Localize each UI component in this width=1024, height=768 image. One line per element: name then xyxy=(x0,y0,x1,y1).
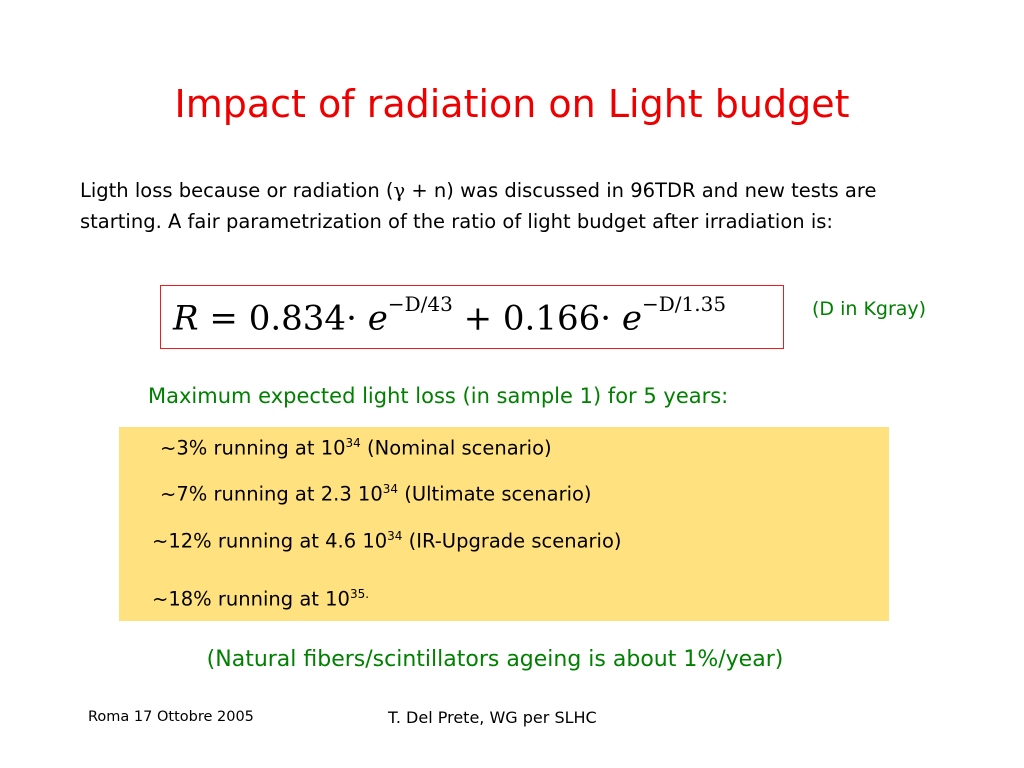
formula: R = 0.834· e−D/43 + 0.166· e−D/1.35 xyxy=(173,292,726,339)
scenario-exponent: 35. xyxy=(349,587,370,601)
footer-author: T. Del Prete, WG per SLHC xyxy=(388,708,597,727)
intro-paragraph: Ligth loss because or radiation (γ + n) … xyxy=(80,175,940,237)
scenario-label: (IR-Upgrade scenario) xyxy=(402,529,622,553)
intro-text-start: Ligth loss because or radiation ( xyxy=(80,179,394,202)
scenario-item-1035: ~18% running at 1035. xyxy=(152,587,369,611)
scenario-text: ~12% running at 4.6 10 xyxy=(152,529,388,553)
scenario-text: ~3% running at 10 xyxy=(160,436,346,460)
unit-note: (D in Kgray) xyxy=(812,298,927,320)
max-loss-heading: Maximum expected light loss (in sample 1… xyxy=(148,384,729,408)
intro-text-end: + n) was discussed in 96TDR and new test… xyxy=(80,179,877,233)
scenario-highlight-box xyxy=(119,427,889,621)
scenario-item-nominal: ~3% running at 1034 (Nominal scenario) xyxy=(160,436,552,460)
scenario-exponent: 34 xyxy=(382,482,399,496)
footer-date: Roma 17 Ottobre 2005 xyxy=(88,709,254,725)
scenario-item-ultimate: ~7% running at 2.3 1034 (Ultimate scenar… xyxy=(160,482,592,506)
slide-title: Impact of radiation on Light budget xyxy=(174,82,850,126)
formula-term2-coeff: + 0.166 xyxy=(452,298,601,339)
formula-box: R = 0.834· e−D/43 + 0.166· e−D/1.35 xyxy=(160,285,784,349)
scenario-item-ir-upgrade: ~12% running at 4.6 1034 (IR-Upgrade sce… xyxy=(152,529,622,553)
formula-e-1: e xyxy=(367,298,388,339)
formula-exponent-2: −D/1.35 xyxy=(642,292,727,316)
formula-dot-1: · xyxy=(346,298,357,339)
scenario-exponent: 34 xyxy=(387,529,403,543)
ageing-footnote: (Natural fibers/scintillators ageing is … xyxy=(206,647,784,672)
formula-term1-coeff: = 0.834 xyxy=(198,298,347,339)
gamma-symbol: γ xyxy=(393,179,406,202)
formula-exponent-1: −D/43 xyxy=(387,292,453,316)
formula-lhs: R xyxy=(173,298,199,339)
scenario-label: (Nominal scenario) xyxy=(360,436,552,460)
scenario-exponent: 34 xyxy=(345,436,361,450)
formula-dot-2: · xyxy=(600,298,612,339)
scenario-label: (Ultimate scenario) xyxy=(398,482,592,506)
scenario-text: ~18% running at 10 xyxy=(152,587,350,611)
scenario-text: ~7% running at 2.3 10 xyxy=(160,482,383,506)
formula-e-2: e xyxy=(621,298,642,339)
